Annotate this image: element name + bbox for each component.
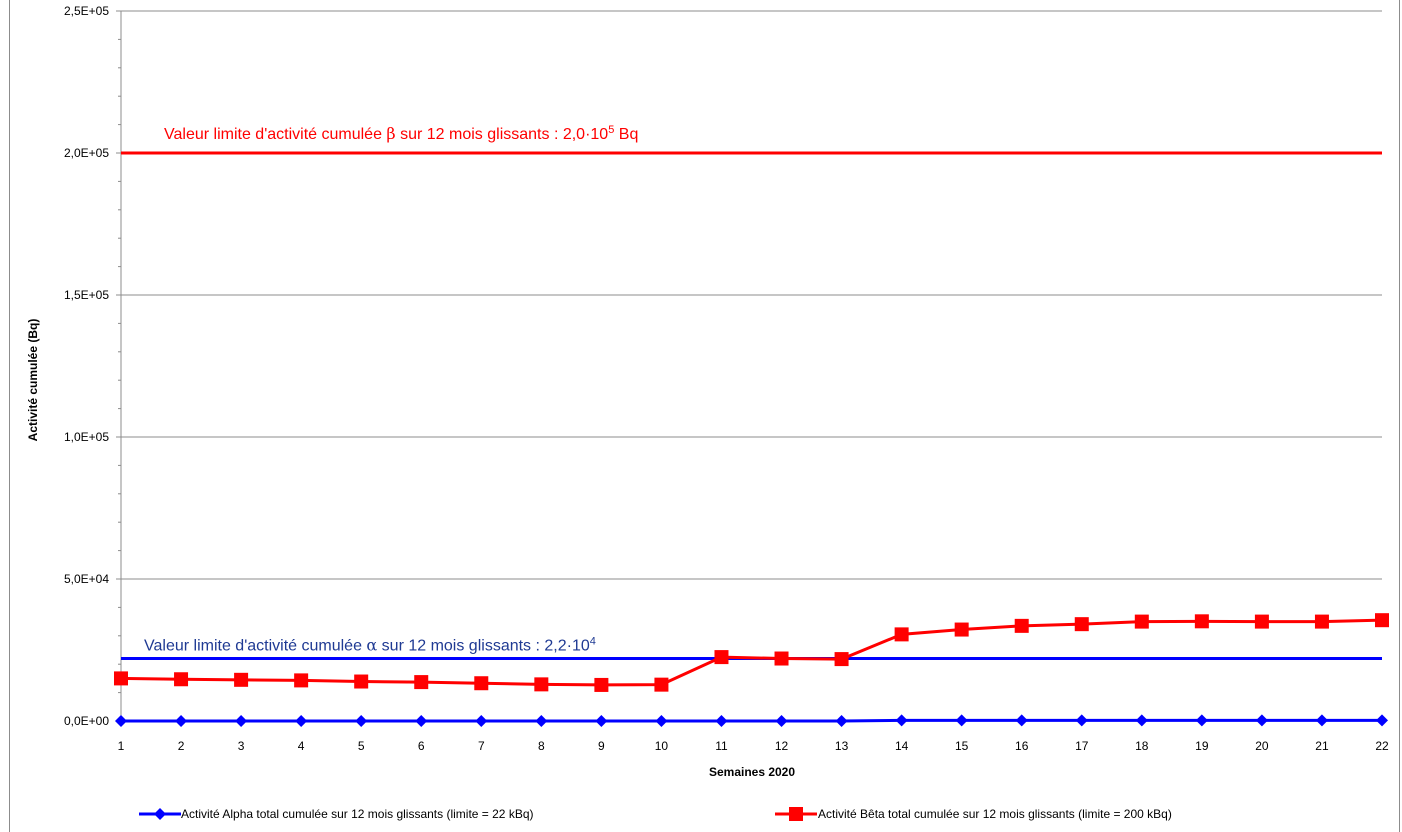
x-tick-label: 12 <box>775 739 789 753</box>
data-point <box>714 650 729 665</box>
x-tick-label: 9 <box>598 739 605 753</box>
x-tick-label: 18 <box>1135 739 1149 753</box>
data-point <box>1314 614 1329 629</box>
data-point <box>594 677 609 692</box>
legend-marker <box>154 808 166 820</box>
data-point <box>1315 714 1328 727</box>
x-tick-label: 8 <box>538 739 545 753</box>
data-point <box>174 672 189 687</box>
data-point <box>1135 714 1148 727</box>
data-point <box>1015 714 1028 727</box>
x-tick-label: 2 <box>178 739 185 753</box>
series-line <box>120 618 1383 687</box>
x-tick-label: 5 <box>358 739 365 753</box>
y-tick-label: 2,5E+05 <box>64 4 109 18</box>
x-tick-label: 22 <box>1375 739 1389 753</box>
data-point <box>355 715 368 727</box>
legend-marker <box>789 807 803 821</box>
x-tick-label: 19 <box>1195 739 1209 753</box>
data-point <box>1074 617 1089 632</box>
data-point <box>114 671 128 686</box>
data-point <box>475 715 488 727</box>
data-point <box>654 677 669 692</box>
y-axis-title: Activité cumulée (Bq) <box>26 319 40 442</box>
data-point <box>955 714 968 727</box>
data-point <box>655 715 668 727</box>
data-point <box>175 715 188 727</box>
data-point <box>774 651 789 666</box>
chart-border <box>9 0 1400 832</box>
data-point <box>834 652 849 667</box>
y-tick-label: 1,5E+05 <box>64 288 109 302</box>
data-point <box>115 715 127 727</box>
series <box>114 613 1389 727</box>
reference-line-label: Valeur limite d'activité cumulée β sur 1… <box>164 124 638 143</box>
x-tick-labels: 1 2 3 4 5 6 7 8 9 10 11 12 13 14 15 16 17 18 19 20 21 22 <box>118 739 1389 753</box>
x-tick-label: 10 <box>655 739 669 753</box>
legend-label: Activité Bêta total cumulée sur 12 mois … <box>818 807 1172 821</box>
y-tick-label: 2,0E+05 <box>64 146 109 160</box>
y-tick-label: 0,0E+00 <box>64 714 109 728</box>
data-point <box>1195 714 1208 727</box>
x-tick-label: 14 <box>895 739 909 753</box>
data-point <box>415 715 428 727</box>
reference-line-label: Valeur limite d'activité cumulée α sur 1… <box>144 636 596 655</box>
data-point <box>894 627 909 642</box>
y-tick-labels: 0,0E+00 5,0E+04 1,0E+05 1,5E+05 2,0E+05 2,5E+… <box>64 4 109 728</box>
x-tick-label: 15 <box>955 739 969 753</box>
data-point <box>1376 714 1388 727</box>
x-tick-label: 21 <box>1315 739 1329 753</box>
data-point <box>1194 614 1209 629</box>
x-tick-label: 20 <box>1255 739 1269 753</box>
data-point <box>775 715 788 727</box>
data-point <box>234 672 249 687</box>
x-tick-label: 13 <box>835 739 849 753</box>
x-tick-label: 4 <box>298 739 305 753</box>
x-tick-label: 11 <box>715 739 728 753</box>
x-tick-label: 16 <box>1015 739 1029 753</box>
x-tick-label: 3 <box>238 739 245 753</box>
x-axis-title: Semaines 2020 <box>709 765 795 779</box>
legend: Activité Alpha total cumulée sur 12 mois… <box>139 807 1172 821</box>
data-point <box>1375 613 1389 628</box>
data-point <box>715 715 728 727</box>
data-point <box>294 673 309 688</box>
legend-label: Activité Alpha total cumulée sur 12 mois… <box>181 807 534 821</box>
data-point <box>354 674 369 689</box>
data-point <box>835 715 848 727</box>
data-point <box>534 677 549 692</box>
data-point <box>474 676 489 691</box>
data-point <box>895 714 908 727</box>
data-point <box>414 675 429 690</box>
data-point <box>595 715 608 727</box>
data-point <box>954 622 969 637</box>
x-tick-label: 7 <box>478 739 485 753</box>
y-tick-label: 5,0E+04 <box>64 572 109 586</box>
data-point <box>535 715 548 727</box>
data-point <box>295 715 308 727</box>
data-point <box>1014 618 1029 633</box>
data-point <box>1075 714 1088 727</box>
y-tick-label: 1,0E+05 <box>64 430 109 444</box>
series-line <box>121 718 1382 723</box>
data-point <box>1254 614 1269 629</box>
x-tick-label: 17 <box>1075 739 1089 753</box>
data-point <box>1255 714 1268 727</box>
x-tick-label: 6 <box>418 739 425 753</box>
x-tick-label: 1 <box>118 739 125 753</box>
data-point <box>1134 614 1149 629</box>
data-point <box>235 715 248 727</box>
